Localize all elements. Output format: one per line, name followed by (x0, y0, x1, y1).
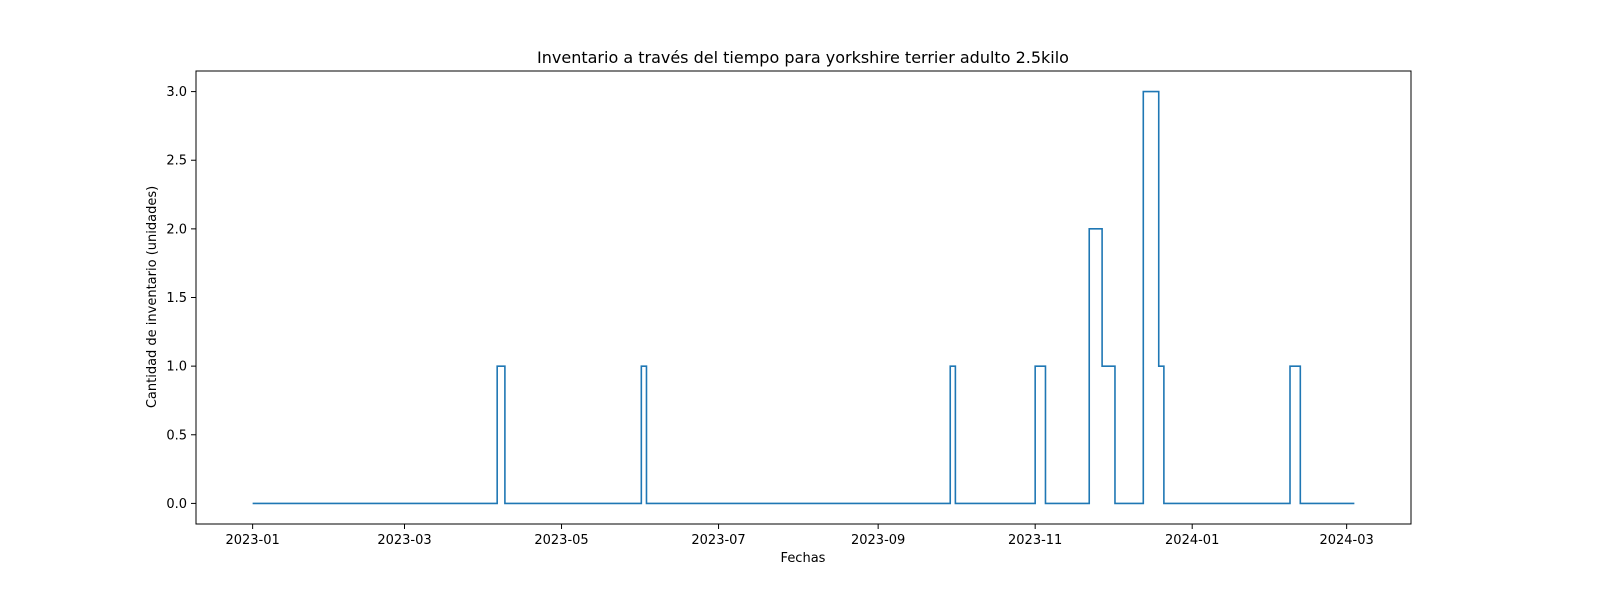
x-tick-label: 2023-09 (851, 533, 905, 548)
x-tick-label: 2023-01 (225, 533, 279, 548)
series-layer (252, 90, 1355, 505)
x-tick-label: 2023-11 (1008, 533, 1062, 548)
x-tick-label: 2024-03 (1319, 533, 1373, 548)
x-axis-label: Fechas (781, 551, 826, 566)
y-tick-label: 1.5 (166, 291, 187, 306)
y-tick-label: 0.0 (166, 497, 187, 512)
y-axis-ticks: 0.0 0.5 1.0 1.5 2.0 2.5 3.0 (166, 85, 196, 512)
y-tick-label: 3.0 (166, 85, 187, 100)
y-axis-label: Cantidad de inventario (unidades) (145, 186, 160, 408)
plot-area-frame (195, 70, 1412, 525)
chart-title: Inventario a través del tiempo para york… (537, 48, 1069, 67)
y-tick-label: 1.0 (166, 360, 187, 375)
x-axis-ticks: 2023-01 2023-03 2023-05 2023-07 2023-09 2023-… (225, 524, 1374, 548)
x-tick-label: 2023-05 (534, 533, 588, 548)
x-tick-label: 2024-01 (1165, 533, 1219, 548)
y-tick-label: 2.0 (166, 222, 187, 237)
x-tick-label: 2023-03 (377, 533, 431, 548)
x-tick-label: 2023-07 (691, 533, 745, 548)
y-tick-label: 0.5 (166, 428, 187, 443)
y-tick-label: 2.5 (166, 154, 187, 169)
series-line (252, 90, 1355, 505)
